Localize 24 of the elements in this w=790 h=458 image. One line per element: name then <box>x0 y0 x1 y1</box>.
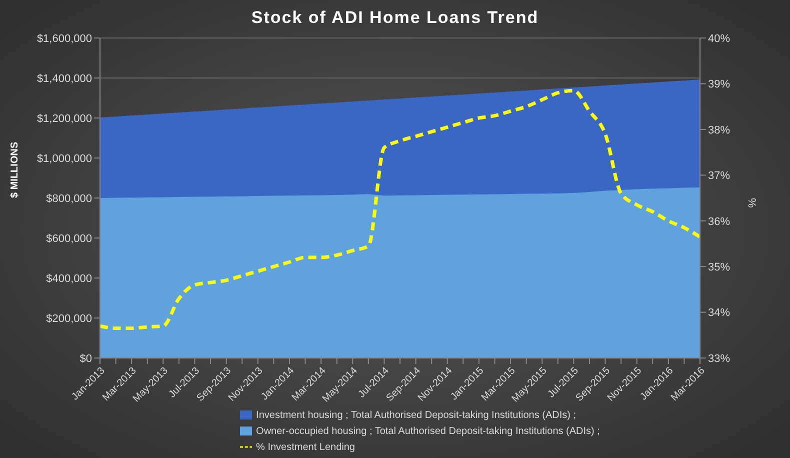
y2-axis-title: % <box>746 198 759 208</box>
y2-tick-label: 33% <box>708 352 730 365</box>
legend-label: Owner-occupied housing ; Total Authorised Deposit-taking Institutions (ADIs) ; <box>256 426 600 437</box>
y-tick-label: $0 <box>80 352 92 365</box>
y-tick-label: $1,000,000 <box>36 152 92 165</box>
y2-tick-label: 37% <box>708 170 730 182</box>
line-series <box>98 88 702 330</box>
y2-tick-label: 40% <box>708 32 730 45</box>
chart-title: Stock of ADI Home Loans Trend <box>250 8 540 28</box>
y2-tick-label: 34% <box>708 307 730 320</box>
y-tick-label: $600,000 <box>46 232 92 245</box>
y2-tick-label: 35% <box>708 261 730 274</box>
y2-tick-label: 38% <box>708 124 730 136</box>
y2-tick-label: 36% <box>708 216 730 228</box>
y2-tick-label: 39% <box>708 78 730 91</box>
y-tick-label: $1,600,000 <box>36 32 92 45</box>
y-tick-label: $800,000 <box>46 192 92 205</box>
y-axis-title: $ MILLIONS <box>10 142 21 198</box>
y-tick-label: $400,000 <box>46 272 92 285</box>
legend-label: Investment housing ; Total Authorised Deposit-taking Institutions (ADIs) ; <box>256 410 576 421</box>
y-tick-label: $1,400,000 <box>36 72 92 85</box>
legend-label: % Investment Lending <box>256 442 355 453</box>
y-tick-label: $1,200,000 <box>36 112 92 125</box>
y-tick-label: $200,000 <box>46 312 92 325</box>
